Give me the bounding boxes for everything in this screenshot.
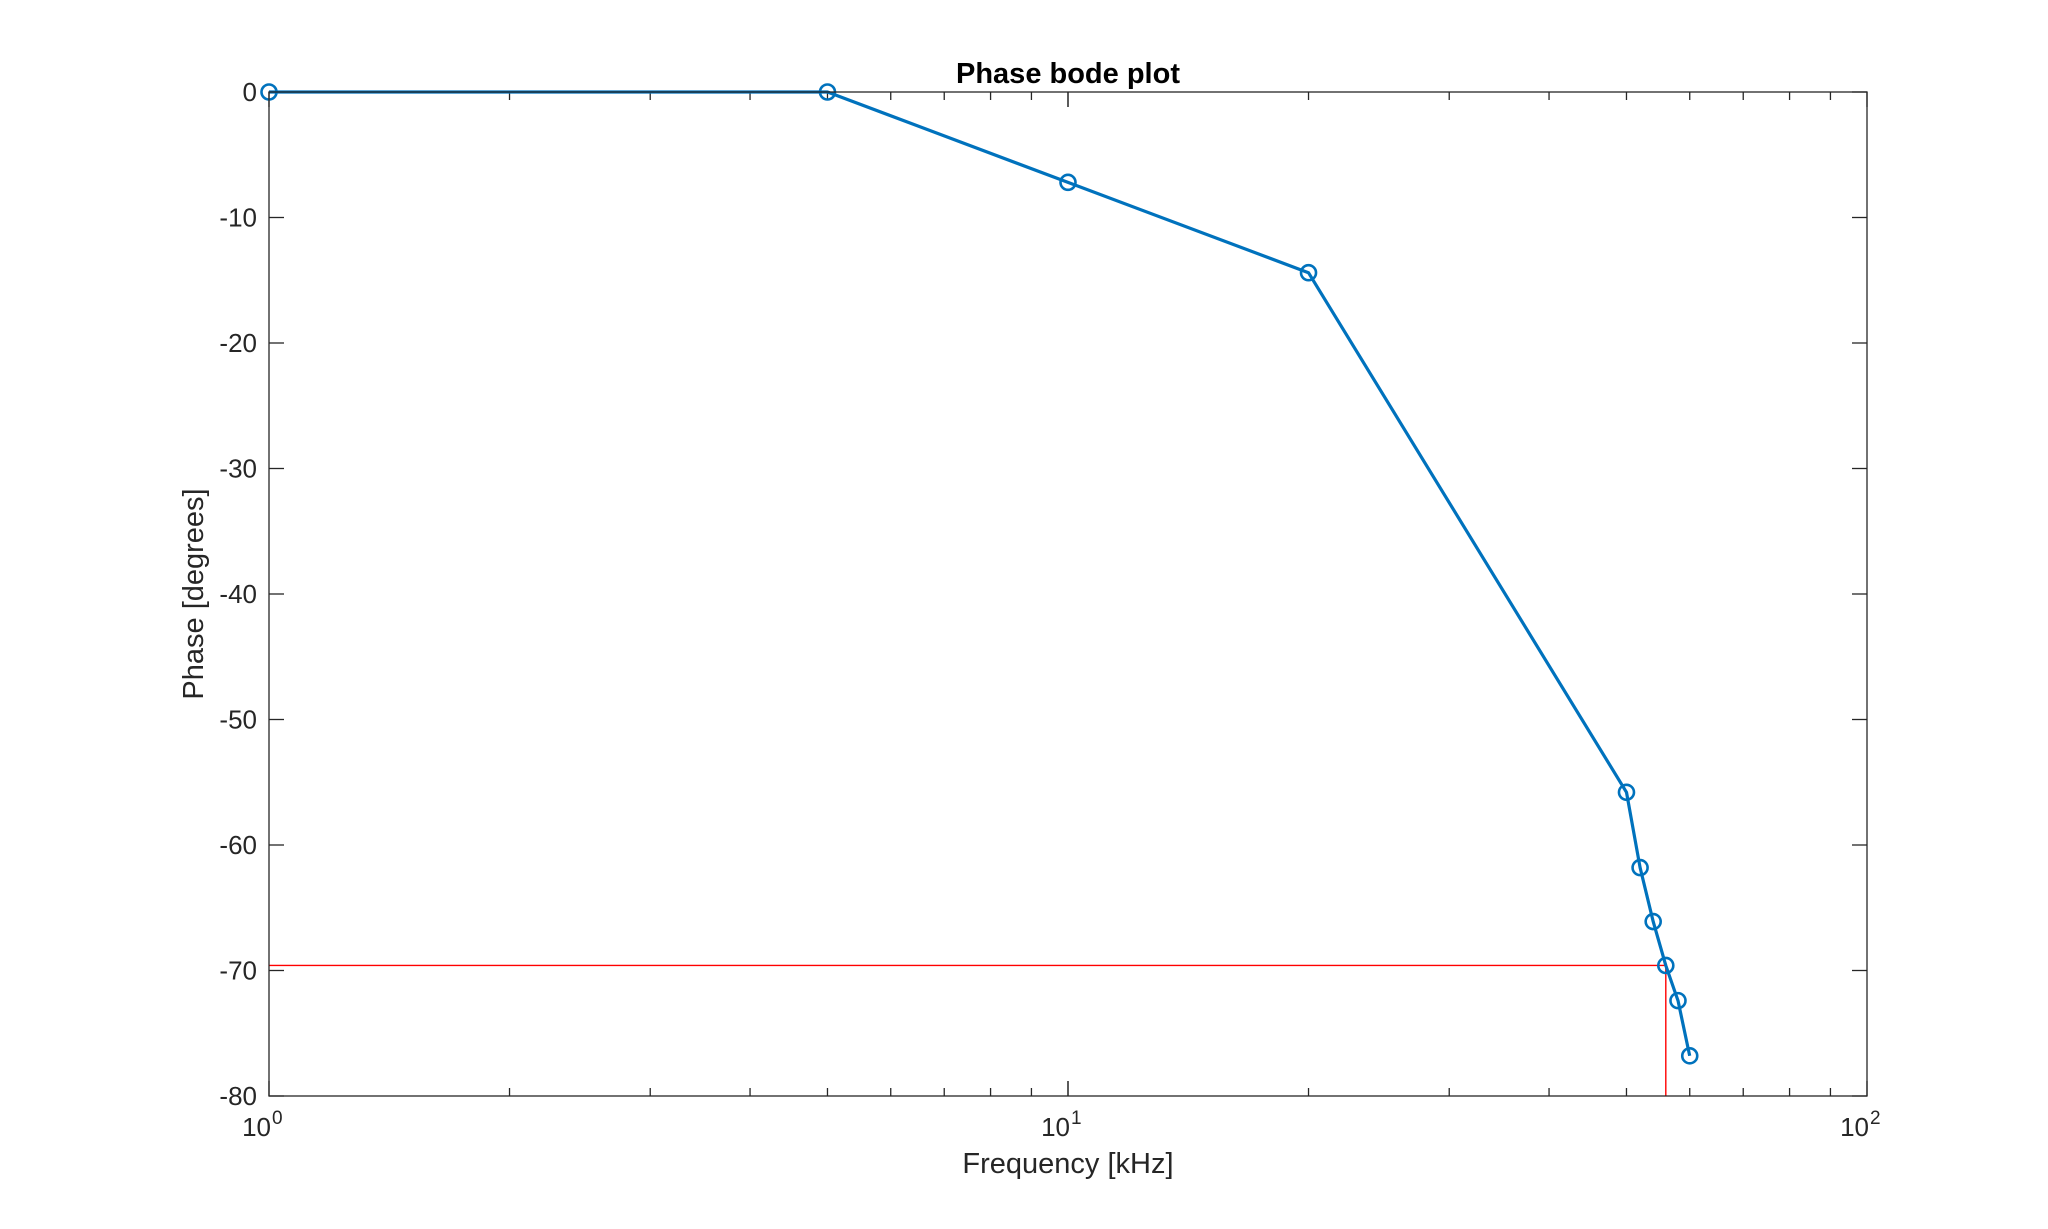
series-layer: [260, 83, 1699, 1065]
data-point: [1299, 263, 1318, 282]
y-tick-label: -10: [219, 203, 257, 233]
x-tick-label: 10 0: [242, 1108, 283, 1142]
y-tick-label: -40: [219, 579, 257, 609]
y-tick-label: -50: [219, 705, 257, 735]
data-point: [1680, 1047, 1699, 1065]
y-tick-label: -70: [219, 956, 257, 986]
y-tick-label: -20: [219, 328, 257, 358]
series-line: [269, 90, 1692, 1057]
ticks-layer: [268, 91, 1868, 1097]
x-tick-label-exponent: 2: [1870, 1108, 1881, 1129]
reference-lines: [269, 964, 1667, 1096]
y-tick-label: -80: [219, 1081, 257, 1111]
y-tick-label: -30: [219, 454, 257, 484]
plot-frame: [268, 91, 1868, 1097]
data-point: [1657, 956, 1675, 975]
y-tick-label: -60: [219, 830, 257, 860]
data-point: [1631, 858, 1649, 877]
data-point: [1617, 783, 1636, 802]
x-tick-label: 10 2: [1840, 1108, 1881, 1142]
x-tick-label-base: 10: [1041, 1112, 1070, 1142]
y-axis-title: Phase [degrees]: [178, 488, 210, 699]
x-tick-label-exponent: 1: [1071, 1108, 1082, 1129]
chart-title: Phase bode plot: [956, 58, 1180, 90]
data-point: [1669, 991, 1687, 1010]
data-point: [1644, 912, 1662, 931]
x-tick-label: 10 1: [1041, 1108, 1082, 1142]
y-tick-label: 0: [243, 77, 257, 107]
x-tick-label-base: 10: [242, 1112, 271, 1142]
x-tick-label-base: 10: [1840, 1112, 1869, 1142]
x-axis-title: Frequency [kHz]: [962, 1148, 1173, 1180]
x-tick-label-exponent: 0: [272, 1108, 283, 1129]
data-point: [1059, 173, 1077, 192]
